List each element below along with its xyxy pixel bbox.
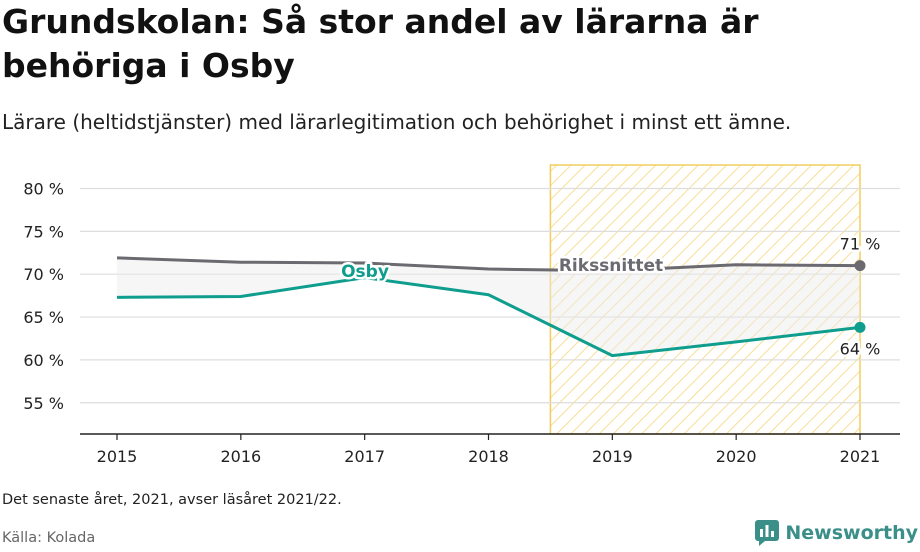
bar-chart-logo-icon	[755, 520, 780, 546]
series-line-riket	[116, 256, 861, 273]
highlight-band	[549, 164, 861, 435]
footnote: Det senaste året, 2021, avser läsåret 20…	[2, 492, 342, 508]
y-tick-label: 75 %	[23, 222, 64, 241]
y-tick-label: 60 %	[23, 351, 64, 370]
end-value-label-riket-halo: 71 %	[840, 235, 881, 254]
series-endpoint-riket	[854, 260, 866, 272]
gap-area	[117, 257, 860, 356]
series-line-osby	[116, 276, 861, 358]
source-note: Källa: Kolada	[2, 530, 96, 546]
x-tick-label: 2015	[97, 447, 138, 466]
series-label-osby-halo: Osby	[341, 262, 389, 282]
series-label-riket-halo: Rikssnittet	[559, 256, 663, 276]
end-value-label-riket: 71 %	[840, 235, 881, 254]
end-value-label-osby: 64 %	[840, 339, 881, 358]
brand-logo: Newsworthy	[755, 520, 918, 546]
x-tick-label: 2017	[344, 447, 385, 466]
chart-title: Grundskolan: Så stor andel av lärarna är…	[2, 2, 759, 85]
y-tick-label: 55 %	[23, 394, 64, 413]
brand-name: Newsworthy	[785, 522, 918, 544]
series-label-riket: Rikssnittet	[559, 256, 663, 276]
series-endpoint-osby	[854, 321, 866, 333]
y-tick-label: 65 %	[23, 308, 64, 327]
x-tick-label: 2016	[220, 447, 261, 466]
series-label-osby: Osby	[341, 262, 389, 282]
end-value-label-osby-halo: 64 %	[840, 339, 881, 358]
y-tick-label: 70 %	[23, 265, 64, 284]
x-tick-label: 2020	[716, 447, 757, 466]
x-tick-label: 2021	[840, 447, 881, 466]
chart-subtitle: Lärare (heltidstjänster) med lärarlegiti…	[2, 110, 792, 134]
line-chart: 55 % 60 % 65 % 70 % 75 % 80 % 2015 2016 2017 201…	[23, 164, 900, 466]
x-tick-label: 2019	[592, 447, 633, 466]
x-tick-label: 2018	[468, 447, 509, 466]
y-tick-label: 80 %	[23, 180, 64, 199]
